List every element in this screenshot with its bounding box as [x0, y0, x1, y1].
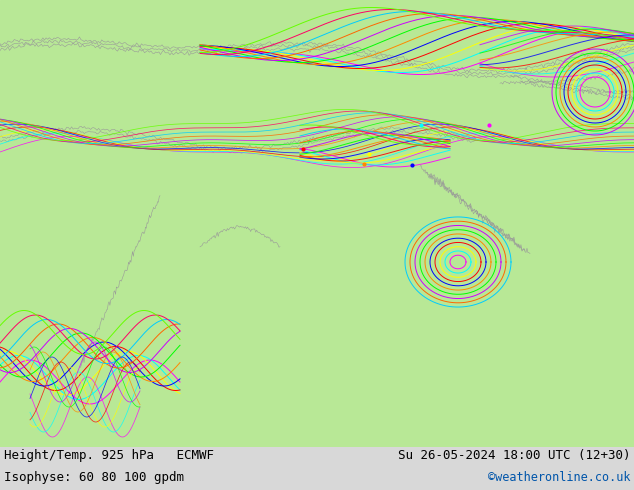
- Text: Su 26-05-2024 18:00 UTC (12+30): Su 26-05-2024 18:00 UTC (12+30): [398, 449, 630, 462]
- Text: Isophyse: 60 80 100 gpdm: Isophyse: 60 80 100 gpdm: [4, 471, 184, 484]
- Text: Height/Temp. 925 hPa   ECMWF: Height/Temp. 925 hPa ECMWF: [4, 449, 214, 462]
- Text: ©weatheronline.co.uk: ©weatheronline.co.uk: [488, 471, 630, 484]
